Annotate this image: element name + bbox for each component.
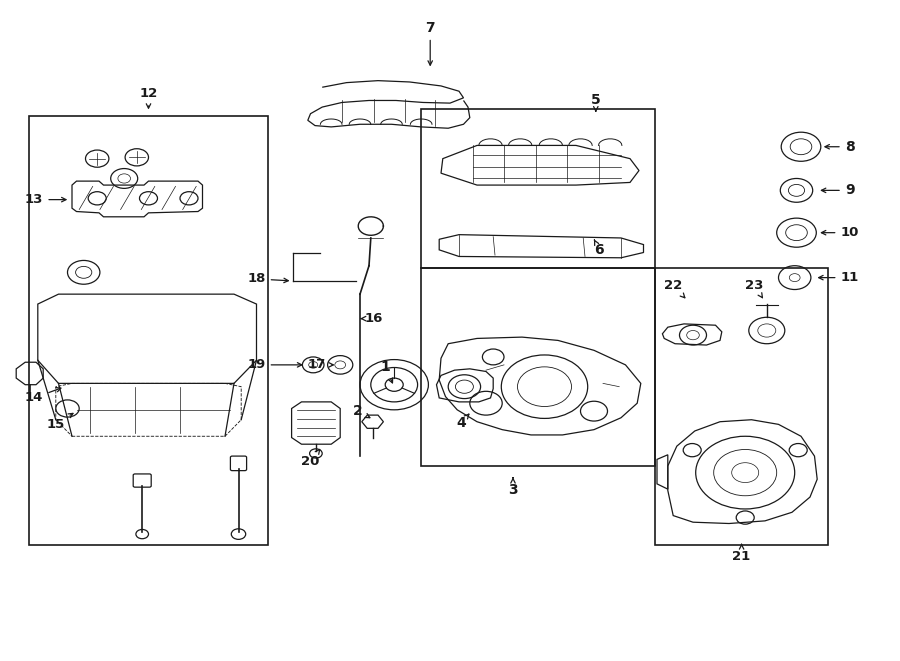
Text: 18: 18 [248, 272, 288, 286]
Text: 7: 7 [426, 20, 435, 65]
Text: 21: 21 [733, 544, 751, 563]
Text: 13: 13 [25, 193, 66, 206]
Text: 19: 19 [248, 358, 302, 371]
Bar [29, 116, 268, 545]
Bar [421, 268, 655, 466]
Text: 14: 14 [25, 387, 61, 405]
Text: 5: 5 [591, 93, 600, 111]
Text: 4: 4 [456, 414, 469, 430]
Bar [655, 268, 828, 545]
Text: 3: 3 [508, 478, 518, 498]
Text: 8: 8 [825, 139, 854, 154]
Text: 2: 2 [354, 404, 370, 418]
Bar [421, 109, 655, 268]
Text: 22: 22 [664, 279, 685, 297]
Text: 10: 10 [822, 226, 859, 239]
Text: 16: 16 [361, 312, 382, 325]
Text: 9: 9 [822, 183, 854, 198]
Text: 1: 1 [381, 360, 392, 383]
Text: 15: 15 [47, 413, 73, 431]
Text: 17: 17 [308, 358, 333, 371]
Text: 23: 23 [745, 279, 763, 297]
Text: 11: 11 [819, 271, 859, 284]
Text: 6: 6 [594, 240, 604, 257]
Text: 12: 12 [140, 87, 158, 108]
Text: 20: 20 [302, 449, 319, 468]
